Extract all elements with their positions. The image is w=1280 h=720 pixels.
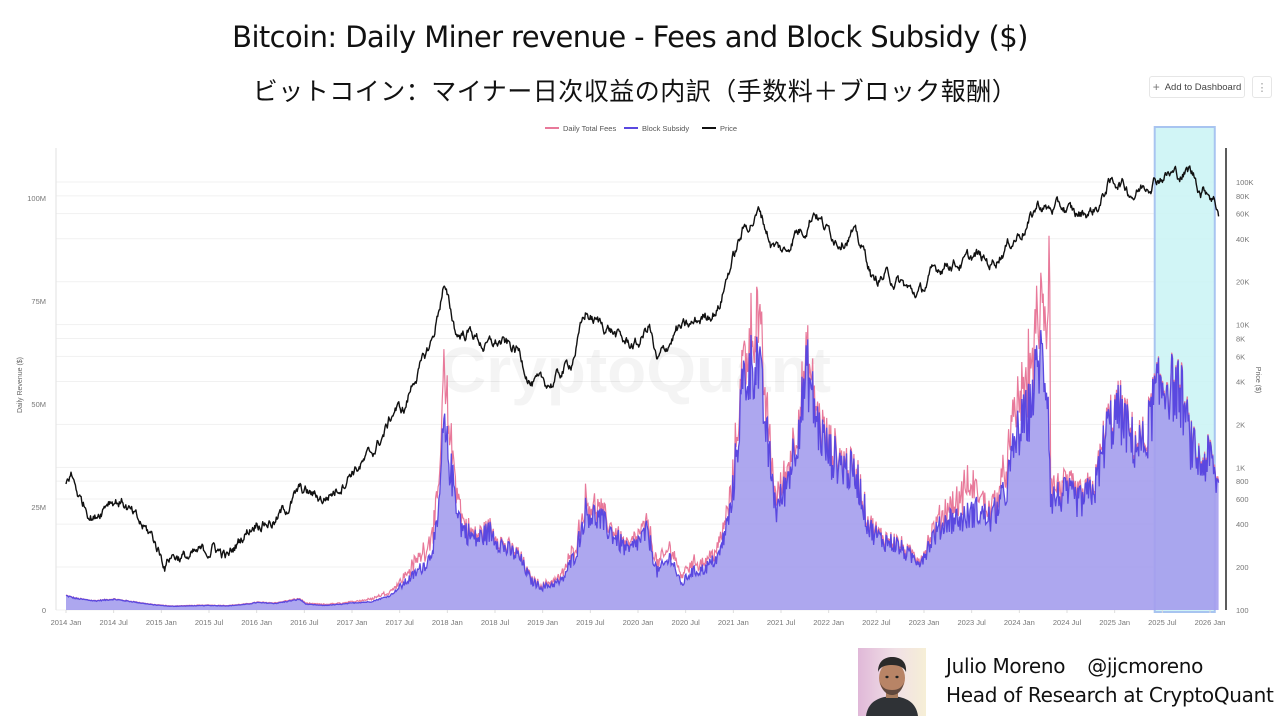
x-tick-label: 2022 Jan	[813, 618, 844, 627]
x-tick-label: 2023 Jan	[909, 618, 940, 627]
x-tick-label: 2018 Jan	[432, 618, 463, 627]
legend-label: Block Subsidy	[642, 124, 689, 133]
x-tick-label: 2017 Jan	[337, 618, 368, 627]
y-right-tick-label: 600	[1236, 495, 1249, 504]
chart-legend: Daily Total Fees Block Subsidy Price	[545, 124, 737, 133]
x-tick-label: 2016 Jul	[290, 618, 319, 627]
chart-title: Bitcoin: Daily Miner revenue - Fees and …	[232, 20, 1028, 54]
y-left-tick-label: 0	[42, 606, 46, 615]
x-tick-label: 2015 Jan	[146, 618, 177, 627]
person-portrait-icon	[866, 657, 918, 716]
price-line	[65, 165, 1220, 572]
x-tick-label: 2024 Jan	[1004, 618, 1035, 627]
y-right-tick-label: 100	[1236, 606, 1249, 615]
y-right-tick-label: 6K	[1236, 352, 1245, 361]
y-right-tick-label: 10K	[1236, 321, 1249, 330]
y-right-axis-title: Price ($)	[1254, 367, 1261, 393]
block-subsidy-area	[66, 330, 1219, 610]
y-right-tick-label: 80K	[1236, 192, 1249, 201]
y-right-tick-label: 40K	[1236, 235, 1249, 244]
y-right-tick-label: 200	[1236, 563, 1249, 572]
legend-label: Daily Total Fees	[563, 124, 616, 133]
y-right-tick-label: 4K	[1236, 377, 1245, 386]
x-tick-label: 2018 Jul	[481, 618, 510, 627]
y-right-tick-label: 400	[1236, 520, 1249, 529]
x-tick-label: 2020 Jan	[623, 618, 654, 627]
y-right-tick-label: 20K	[1236, 278, 1249, 287]
x-tick-label: 2019 Jan	[527, 618, 558, 627]
author-handle[interactable]: @jjcmoreno	[1087, 654, 1204, 678]
x-tick-label: 2022 Jul	[862, 618, 891, 627]
add-to-dashboard-button[interactable]: + Add to Dashboard	[1149, 76, 1245, 98]
miner-revenue-chart: Daily Total Fees Block Subsidy Price Crypt…	[17, 124, 1261, 627]
block-subsidy-line	[65, 330, 1220, 608]
author-name-line: Julio Moreno @jjcmoreno	[946, 654, 1203, 678]
x-tick-label: 2019 Jul	[576, 618, 605, 627]
y-right-tick-label: 60K	[1236, 210, 1249, 219]
series-layer	[65, 165, 1220, 610]
x-tick-label: 2025 Jul	[1148, 618, 1177, 627]
x-tick-label: 2017 Jul	[385, 618, 414, 627]
author-role: Head of Research at CryptoQuant	[946, 683, 1274, 707]
y-right-tick-label: 100K	[1236, 178, 1254, 187]
chart-subtitle-japanese: ビットコイン：マイナー日次収益の内訳（手数料＋ブロック報酬）	[252, 77, 1018, 106]
plus-icon: +	[1152, 80, 1160, 94]
x-tick-label: 2021 Jul	[767, 618, 796, 627]
author-avatar	[858, 648, 926, 716]
legend-label: Price	[720, 124, 737, 133]
x-tick-label: 2024 Jul	[1053, 618, 1082, 627]
add-to-dashboard-label: Add to Dashboard	[1164, 81, 1242, 93]
x-tick-label: 2016 Jan	[241, 618, 272, 627]
y-left-tick-label: 100M	[27, 194, 46, 203]
x-tick-label: 2020 Jul	[671, 618, 700, 627]
x-tick-label: 2014 Jul	[99, 618, 128, 627]
y-right-tick-label: 1K	[1236, 463, 1245, 472]
author-name: Julio Moreno	[946, 654, 1066, 678]
y-left-tick-label: 50M	[31, 400, 46, 409]
x-tick-label: 2023 Jul	[957, 618, 986, 627]
vertical-ellipsis-icon: ⋮	[1256, 81, 1268, 94]
y-left-axis-title: Daily Revenue ($)	[17, 357, 24, 413]
x-tick-label: 2026 Jan	[1195, 618, 1226, 627]
axes: 0 25M 50M 75M 100M 100 200 400 600 800 1K 2K 4K 6K 8K 1…	[17, 148, 1261, 627]
y-right-tick-label: 2K	[1236, 420, 1245, 429]
watermark: CryptoQuant	[440, 334, 831, 406]
x-tick-label: 2015 Jul	[195, 618, 224, 627]
y-right-tick-label: 8K	[1236, 334, 1245, 343]
x-tick-label: 2014 Jan	[51, 618, 82, 627]
y-left-tick-label: 25M	[31, 503, 46, 512]
x-tick-label: 2021 Jan	[718, 618, 749, 627]
y-left-tick-label: 75M	[31, 297, 46, 306]
y-right-tick-label: 800	[1236, 477, 1249, 486]
more-options-button[interactable]: ⋮	[1252, 76, 1272, 98]
x-tick-label: 2025 Jan	[1099, 618, 1130, 627]
